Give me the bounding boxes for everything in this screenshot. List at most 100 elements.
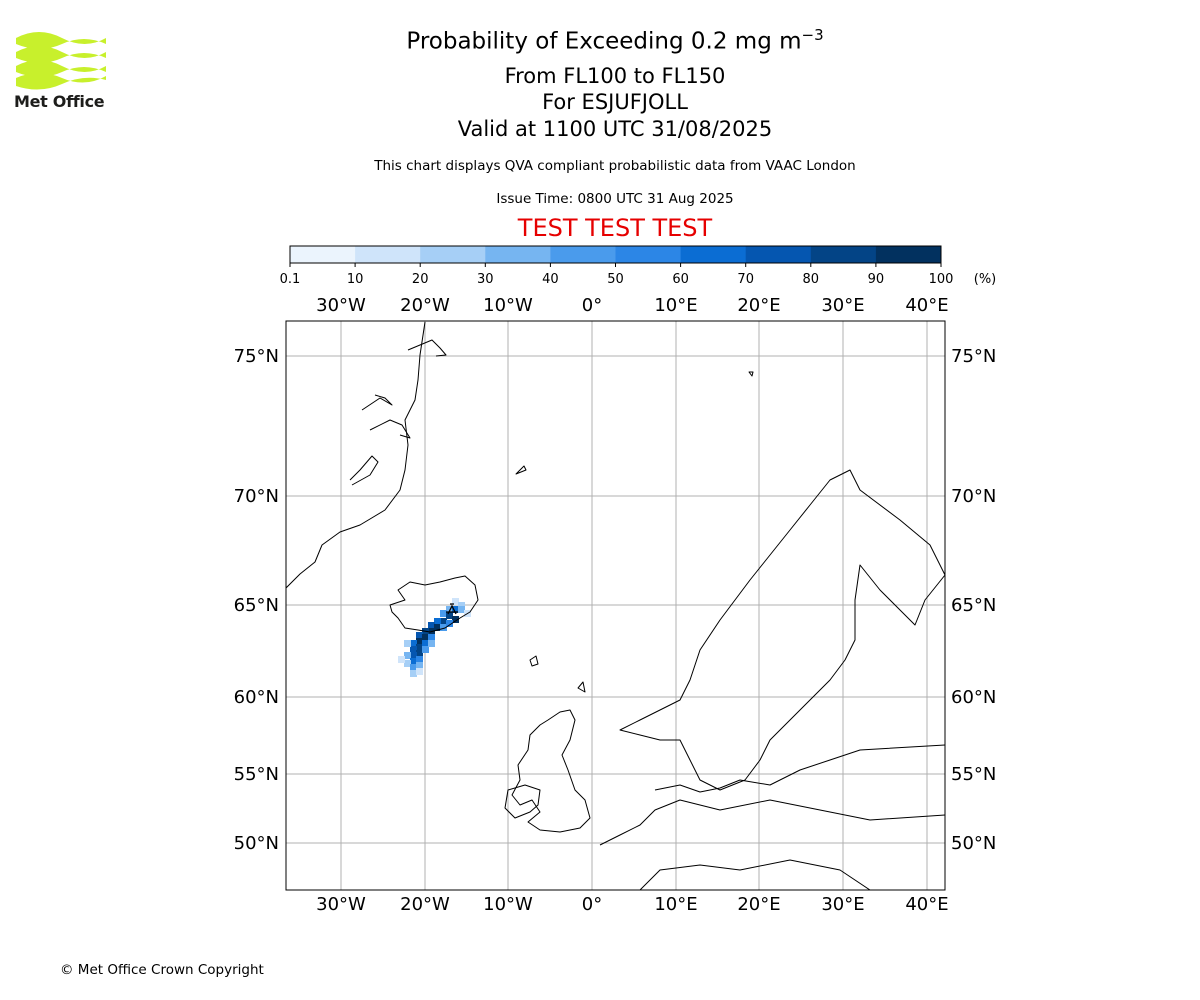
colorbar-tick-label: 40 [542,272,559,287]
coastlines [286,321,945,890]
colorbar-segment [680,246,747,263]
colorbar-tick-label: 0.1 [280,272,301,287]
longitude-label: 10°W [483,894,533,915]
longitude-label: 0° [582,894,602,915]
colorbar-segment [355,246,421,263]
plume-cell [416,638,423,645]
plume-cell [446,620,453,627]
colorbar-tick-label: 100 [929,272,954,287]
longitude-label: 10°E [654,894,697,915]
plume-cell [416,632,423,639]
latitude-label: 75°N [951,346,996,367]
colorbar-segment [485,246,551,263]
latitude-label: 60°N [234,687,279,708]
title-exponent: −3 [801,26,824,44]
issue-time: Issue Time: 0800 UTC 31 Aug 2025 [496,191,734,207]
plume-cell [440,624,447,631]
plume-cell [410,664,417,671]
met-office-logo: Met Office [14,30,109,112]
longitude-label: 20°W [400,894,450,915]
latitude-label: 55°N [234,764,279,785]
plume-cell [452,606,459,613]
colorbar-tick-label: 20 [412,272,429,287]
longitude-label: 10°W [483,295,533,316]
longitude-label: 0° [582,295,602,316]
plume-cell [440,618,447,625]
plume-cell [416,650,423,657]
longitude-label: 20°W [400,295,450,316]
volcano-marker-icon [446,603,458,615]
chart-title: Probability of Exceeding 0.2 mg m−3 [0,26,1200,55]
colorbar-segment [550,246,616,263]
plume-cell [416,644,423,651]
title-text: Probability of Exceeding 0.2 mg m [406,28,802,55]
test-banner: TEST TEST TEST [517,214,713,242]
colorbar-segment [810,246,877,263]
latitude-label: 50°N [951,833,996,854]
colorbar-tick-label: 60 [672,272,689,287]
plume-cell [434,618,441,625]
colorbar-segment [745,246,812,263]
longitude-label: 30°W [316,894,366,915]
plume-cell [452,616,459,623]
colorbar-tick-label: 80 [803,272,820,287]
colorbar-tick-label: 70 [737,272,754,287]
colorbar: 0.1 10 20 30 40 50 60 70 80 90 100 (%) [280,245,997,287]
colorbar-tick-label: 90 [868,272,885,287]
level-range: From FL100 to FL150 [504,64,726,88]
latitude-label: 50°N [234,833,279,854]
colorbar-segment [290,246,356,263]
colorbar-tick-label: 50 [607,272,624,287]
plume-cell [404,660,411,667]
plume-cell [434,624,441,631]
plume-cell [410,640,417,647]
plume-cell [422,646,429,653]
latitude-label: 60°N [951,687,996,708]
latitude-label: 75°N [234,346,279,367]
plume-cell [416,668,423,675]
longitude-label: 30°E [821,295,864,316]
plume-cell [398,656,405,663]
plume-cell [404,640,411,647]
longitude-label: 10°E [654,295,697,316]
longitude-label: 30°W [316,295,366,316]
plume-cell [458,602,465,609]
wave-logo-icon [16,32,106,90]
plume-cell [410,646,417,653]
plume-cell [422,640,429,647]
copyright: © Met Office Crown Copyright [60,962,264,978]
colorbar-tick-label: 30 [477,272,494,287]
colorbar-unit: (%) [974,272,997,287]
valid-time: Valid at 1100 UTC 31/08/2025 [457,117,773,141]
latitude-label: 55°N [951,764,996,785]
plume-cell [428,640,435,647]
latitude-label: 70°N [234,486,279,507]
plume-cell [416,662,423,669]
chart-description: This chart displays QVA compliant probab… [374,158,856,174]
plume-cell [440,610,447,617]
latitude-label: 65°N [951,595,996,616]
longitude-label: 20°E [737,295,780,316]
latitude-label: 65°N [234,595,279,616]
latitude-label: 70°N [951,486,996,507]
colorbar-segment [420,246,486,263]
map-frame [285,320,946,891]
colorbar-segment [875,246,942,263]
logo-wordmark: Met Office [14,92,105,111]
longitude-label: 20°E [737,894,780,915]
plume-cell [416,656,423,663]
longitude-label: 40°E [905,295,948,316]
plume-cell [428,634,435,641]
longitude-label: 30°E [821,894,864,915]
volcano-name: For ESJUFJOLL [542,90,688,114]
plume-cell [446,612,453,619]
plume-cell [422,634,429,641]
plume-cell [458,606,465,613]
longitude-label: 40°E [905,894,948,915]
colorbar-segment [615,246,682,263]
plume-cell [410,652,417,659]
plume-cell [410,658,417,665]
plume-cell [404,652,411,659]
plume-cell [452,598,459,605]
